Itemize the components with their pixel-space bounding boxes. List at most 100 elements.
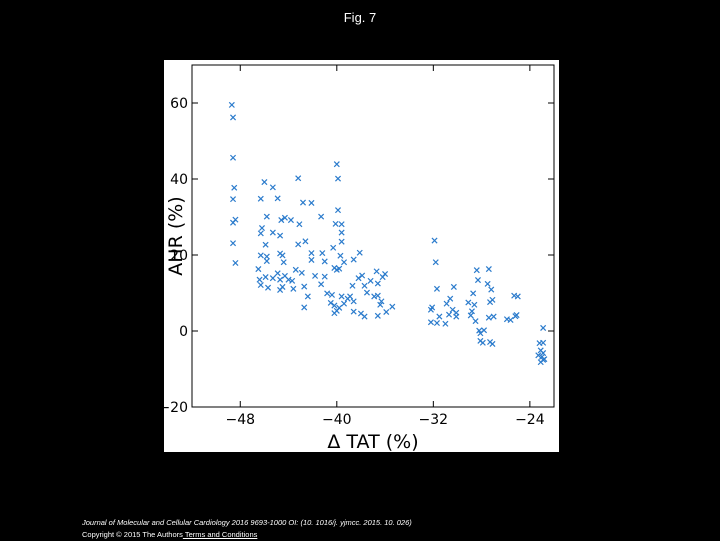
y-axis-label: AHR (%): [165, 196, 187, 275]
axis-ticks: −48 −40 −32 −24 −20 0 20 40 60: [164, 65, 554, 428]
data-point: [299, 199, 307, 206]
data-point: [488, 286, 495, 293]
data-point: [485, 266, 492, 273]
data-point: [308, 250, 315, 257]
data-point: [359, 272, 366, 279]
data-point: [349, 282, 356, 289]
data-point: [263, 258, 270, 265]
data-point: [427, 306, 434, 313]
data-point: [432, 259, 439, 266]
data-point: [264, 284, 272, 291]
data-point: [334, 207, 342, 214]
data-point: [279, 252, 286, 259]
data-point: [318, 281, 325, 288]
data-point: [257, 252, 264, 259]
data-point: [373, 268, 380, 275]
data-point: [465, 299, 472, 306]
data-point: [231, 184, 238, 191]
data-point: [338, 229, 345, 236]
data-point: [230, 219, 237, 226]
data-point: [230, 240, 237, 247]
data-point: [312, 272, 319, 279]
data-point: [374, 292, 381, 299]
scatter-plot: −48 −40 −32 −24 −20 0 20 40 60 Δ TAT (%) AHR (%): [164, 64, 555, 452]
data-point: [319, 250, 326, 257]
data-point: [445, 311, 453, 318]
data-point: [350, 298, 357, 305]
data-point: [453, 313, 460, 320]
journal-citation: Journal of Molecular and Cellular Cardio…: [82, 518, 412, 527]
data-point: [535, 352, 542, 359]
data-point: [318, 213, 325, 220]
data-point: [331, 310, 338, 317]
data-point: [383, 308, 390, 316]
data-point: [278, 217, 285, 224]
terms-link[interactable]: Terms and Conditions: [182, 530, 258, 539]
plot-area: [191, 64, 555, 408]
data-point: [468, 308, 475, 315]
data-point: [281, 214, 288, 221]
data-point: [540, 339, 547, 346]
data-point: [334, 175, 342, 182]
data-point: [321, 258, 328, 265]
data-point: [256, 276, 263, 283]
data-point: [269, 275, 276, 282]
data-point: [436, 313, 443, 320]
data-point: [290, 285, 297, 292]
data-point: [274, 195, 281, 202]
data-point: [472, 318, 479, 325]
data-point: [350, 308, 357, 315]
data-point: [333, 161, 340, 168]
copyright-line: Copyright © 2015 The Authors Terms and C…: [82, 529, 412, 541]
data-point: [447, 295, 454, 302]
data-point: [258, 224, 266, 232]
data-point: [450, 283, 457, 290]
data-point: [431, 237, 438, 244]
data-point: [257, 281, 264, 289]
data-point: [324, 290, 331, 297]
data-point: [338, 238, 345, 245]
data-point: [257, 195, 264, 202]
data-point: [442, 320, 449, 327]
data-point: [296, 221, 303, 228]
data-point: [377, 301, 384, 308]
citation-footer: Journal of Molecular and Cellular Cardio…: [82, 517, 412, 541]
x-tick-label: −32: [419, 412, 449, 428]
data-point: [474, 277, 482, 284]
data-point: [487, 299, 494, 306]
x-tick-label: −48: [225, 412, 255, 428]
data-point: [228, 101, 235, 108]
data-point: [262, 274, 269, 281]
data-point: [269, 184, 276, 191]
data-point: [295, 175, 302, 182]
data-point: [357, 310, 364, 317]
data-point: [374, 312, 381, 319]
data-point: [361, 282, 368, 289]
data-point: [471, 301, 478, 308]
data-point: [255, 266, 262, 273]
data-point: [298, 269, 305, 276]
data-point: [277, 232, 284, 239]
data-point: [480, 327, 488, 334]
y-tick-label: 0: [179, 324, 188, 340]
copyright-text: Copyright © 2015 The Authors: [82, 530, 183, 539]
data-point: [232, 259, 239, 267]
data-point: [338, 221, 345, 228]
data-points: [228, 101, 548, 366]
data-point: [292, 266, 299, 273]
data-point: [230, 114, 237, 121]
data-point: [473, 267, 480, 274]
data-point: [540, 324, 547, 331]
data-point: [350, 256, 357, 263]
data-point: [484, 280, 491, 287]
x-tick-label: −24: [515, 412, 545, 428]
data-point: [277, 286, 284, 293]
x-tick-label: −40: [322, 412, 352, 428]
data-point: [263, 253, 270, 260]
data-point: [485, 314, 492, 321]
data-point: [336, 265, 343, 272]
data-point: [336, 304, 343, 311]
data-point: [230, 154, 237, 161]
data-point: [540, 350, 547, 357]
data-point: [277, 276, 284, 283]
